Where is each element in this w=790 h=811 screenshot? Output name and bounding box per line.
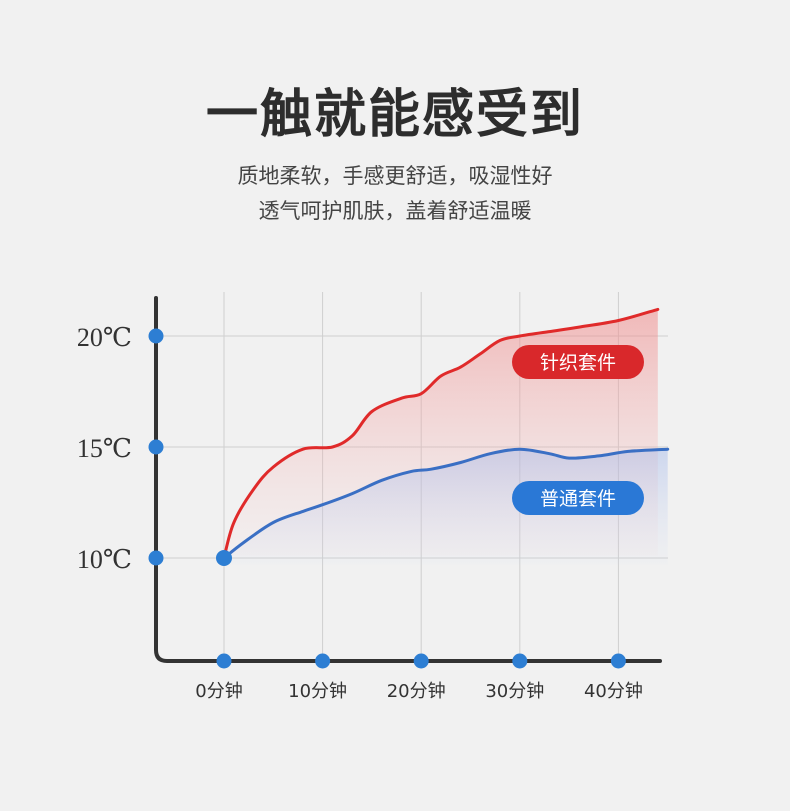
y-tick-label-2: 20℃ <box>77 323 132 352</box>
x-tick-label-4: 40分钟 <box>584 681 643 702</box>
x-tick-label-0: 0分钟 <box>195 681 242 702</box>
chart-axis <box>154 296 662 663</box>
start-point <box>216 550 232 566</box>
y-tick-label-0: 10℃ <box>77 545 132 574</box>
series-label-bg-1 <box>512 481 644 515</box>
y-axis-point-1 <box>148 439 164 455</box>
series-label-0: 针织套件 <box>540 352 616 374</box>
page-title: 一触就能感受到 <box>205 85 584 145</box>
series-label-bg-0 <box>512 345 644 379</box>
series-line-1 <box>222 447 670 560</box>
x-axis-point-4 <box>610 653 626 669</box>
x-axis-point-3 <box>512 653 528 669</box>
y-axis-point-2 <box>148 328 164 344</box>
subtitle-line-2: 透气呵护肌肤，盖着舒适温暖 <box>258 199 532 223</box>
y-tick-label-1: 15℃ <box>77 434 132 463</box>
series-area-1 <box>224 449 668 565</box>
series-lines <box>222 307 670 560</box>
x-tick-label-1: 10分钟 <box>288 681 347 702</box>
y-axis-point-0 <box>148 550 164 566</box>
subtitle-line-1: 质地柔软，手感更舒适，吸湿性好 <box>237 164 553 188</box>
x-axis-point-2 <box>413 653 429 669</box>
x-axis-point-0 <box>216 653 232 669</box>
axis-points <box>148 328 626 669</box>
x-tick-label-2: 20分钟 <box>387 681 446 702</box>
series-label-1: 普通套件 <box>540 488 616 510</box>
x-tick-label-3: 30分钟 <box>485 681 544 702</box>
axis-labels: 10℃ 15℃ 20℃ 0分钟 10分钟 20分钟 30分钟 40分钟 <box>77 323 643 702</box>
x-axis-point-1 <box>315 653 331 669</box>
series-line-0 <box>222 307 660 560</box>
